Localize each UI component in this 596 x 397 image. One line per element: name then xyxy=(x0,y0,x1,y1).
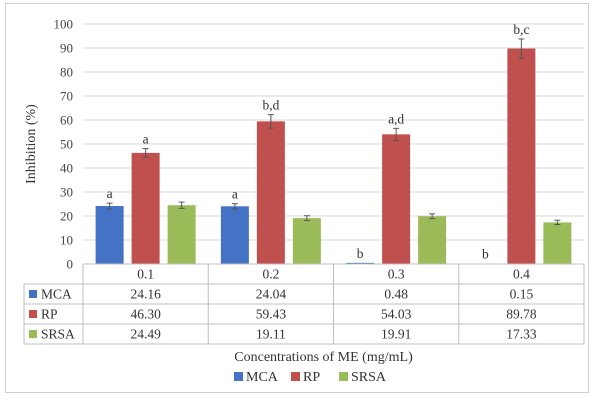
bar-srsa xyxy=(418,216,447,264)
y-tick-label: 30 xyxy=(60,185,73,200)
bar-rp xyxy=(256,121,285,264)
table-series-name: MCA xyxy=(41,287,72,302)
bar-rp xyxy=(382,134,411,264)
significance-label: a xyxy=(143,132,149,147)
bar-mca xyxy=(346,262,375,264)
table-cell-value: 19.11 xyxy=(256,327,286,342)
x-axis-title: Concentrations of ME (mg/mL) xyxy=(234,350,413,365)
bar-rp xyxy=(131,152,160,264)
significance-label: a xyxy=(107,186,113,201)
legend-swatch xyxy=(234,372,243,381)
y-tick-label: 90 xyxy=(60,41,73,56)
y-tick-label: 10 xyxy=(60,233,73,248)
bar-srsa xyxy=(292,218,321,264)
significance-label: b,d xyxy=(262,98,279,113)
table-cell-value: 0.15 xyxy=(510,287,534,302)
x-tick-label: 0.3 xyxy=(388,267,405,282)
significance-label: b xyxy=(482,247,489,262)
chart-frame xyxy=(5,3,589,393)
significance-label: b,c xyxy=(513,22,529,37)
y-tick-label: 60 xyxy=(60,113,73,128)
bar-mca xyxy=(220,206,249,264)
table-cell-value: 46.30 xyxy=(130,307,161,322)
legend-label: MCA xyxy=(246,370,279,385)
table-cell-value: 24.04 xyxy=(256,287,287,302)
legend-label: SRSA xyxy=(351,370,387,385)
legend-swatch xyxy=(291,372,300,381)
x-tick-label: 0.4 xyxy=(513,267,530,282)
y-tick-label: 80 xyxy=(60,65,73,80)
y-tick-label: 100 xyxy=(54,17,74,32)
table-series-name: SRSA xyxy=(41,327,75,342)
significance-label: b xyxy=(357,246,364,261)
legend-key xyxy=(29,330,37,338)
y-tick-label: 0 xyxy=(67,257,74,272)
y-tick-label: 40 xyxy=(60,161,73,176)
table-cell-value: 0.48 xyxy=(384,287,408,302)
table-cell-value: 89.78 xyxy=(506,307,537,322)
x-tick-label: 0.1 xyxy=(137,267,154,282)
y-tick-label: 70 xyxy=(60,89,73,104)
y-tick-label: 50 xyxy=(60,137,73,152)
bar-srsa xyxy=(543,222,572,264)
table-cell-value: 19.91 xyxy=(381,327,411,342)
y-axis-title: Inhibition (%) xyxy=(24,104,39,184)
legend-label: RP xyxy=(303,370,320,385)
y-tick-label: 20 xyxy=(60,209,73,224)
table-cell-value: 24.16 xyxy=(130,287,161,302)
table-cell-value: 24.49 xyxy=(130,327,161,342)
table-cell-value: 59.43 xyxy=(256,307,287,322)
legend-key xyxy=(29,310,37,318)
table-cell-value: 54.03 xyxy=(381,307,412,322)
bar-mca xyxy=(95,206,124,264)
bar-rp xyxy=(507,48,536,264)
legend-key xyxy=(29,290,37,298)
legend-swatch xyxy=(339,372,348,381)
x-tick-label: 0.2 xyxy=(262,267,279,282)
bar-srsa xyxy=(167,205,196,264)
table-cell-value: 17.33 xyxy=(506,327,537,342)
significance-label: a xyxy=(232,187,238,202)
significance-label: a,d xyxy=(388,111,404,126)
table-series-name: RP xyxy=(41,307,58,322)
